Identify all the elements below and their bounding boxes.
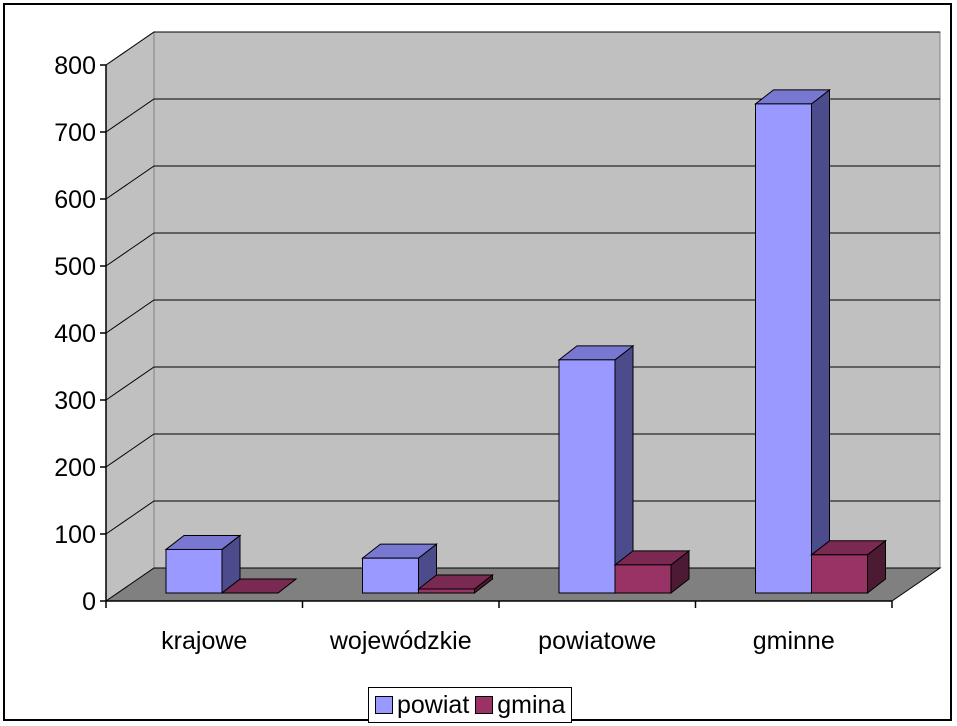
y-tick-label: 100 [54, 521, 96, 549]
chart-frame: 0 100 200 300 400 500 600 700 800 krajowe wojewódz… [3, 3, 952, 723]
bar-gmina-powiatowe-front [614, 564, 672, 594]
bar-powiat-krajowe-front [165, 548, 223, 594]
y-tick-label: 0 [82, 588, 96, 616]
y-tick-label: 400 [54, 320, 96, 348]
y-tick-label: 600 [54, 186, 96, 214]
x-tick-label: powiatowe [538, 627, 656, 655]
y-tick-label: 200 [54, 454, 96, 482]
x-tick-label: krajowe [161, 627, 247, 655]
legend-item-powiat: powiat [375, 690, 470, 719]
gridline [105, 366, 940, 401]
y-tick-label: 700 [54, 119, 96, 147]
gridline [105, 500, 940, 535]
y-tick-label: 800 [54, 52, 96, 80]
legend-swatch-powiat [375, 696, 393, 714]
gridline [105, 98, 940, 133]
bar-powiat-gminne-side [811, 88, 830, 595]
gridline [105, 433, 940, 468]
bar-powiat-powiatowe-front [558, 359, 616, 594]
gridline [105, 299, 940, 334]
bar-powiat-gminne-front [755, 103, 812, 594]
gridline [105, 165, 940, 200]
bar-gmina-wojewódzkie-front [418, 588, 475, 594]
legend-label-gmina: gmina [497, 690, 566, 719]
legend-label-powiat: powiat [397, 690, 470, 719]
x-tick-label: gminne [753, 627, 835, 655]
legend-swatch-gmina [475, 696, 494, 714]
bar-gmina-krajowe-top [220, 578, 298, 594]
legend: powiat gmina [368, 687, 573, 723]
x-tick-label: wojewódzkie [329, 627, 472, 655]
bar-powiat-wojewódzkie-front [362, 557, 419, 594]
legend-item-gmina: gmina [475, 690, 566, 719]
gridline [105, 31, 940, 66]
gridline [105, 232, 940, 267]
y-tick-label: 500 [54, 253, 96, 281]
bar-gmina-gminne-front [811, 554, 868, 594]
bar-chart: 0 100 200 300 400 500 600 700 800 krajowe wojewódz… [54, 31, 942, 655]
y-tick-label: 300 [54, 387, 96, 415]
